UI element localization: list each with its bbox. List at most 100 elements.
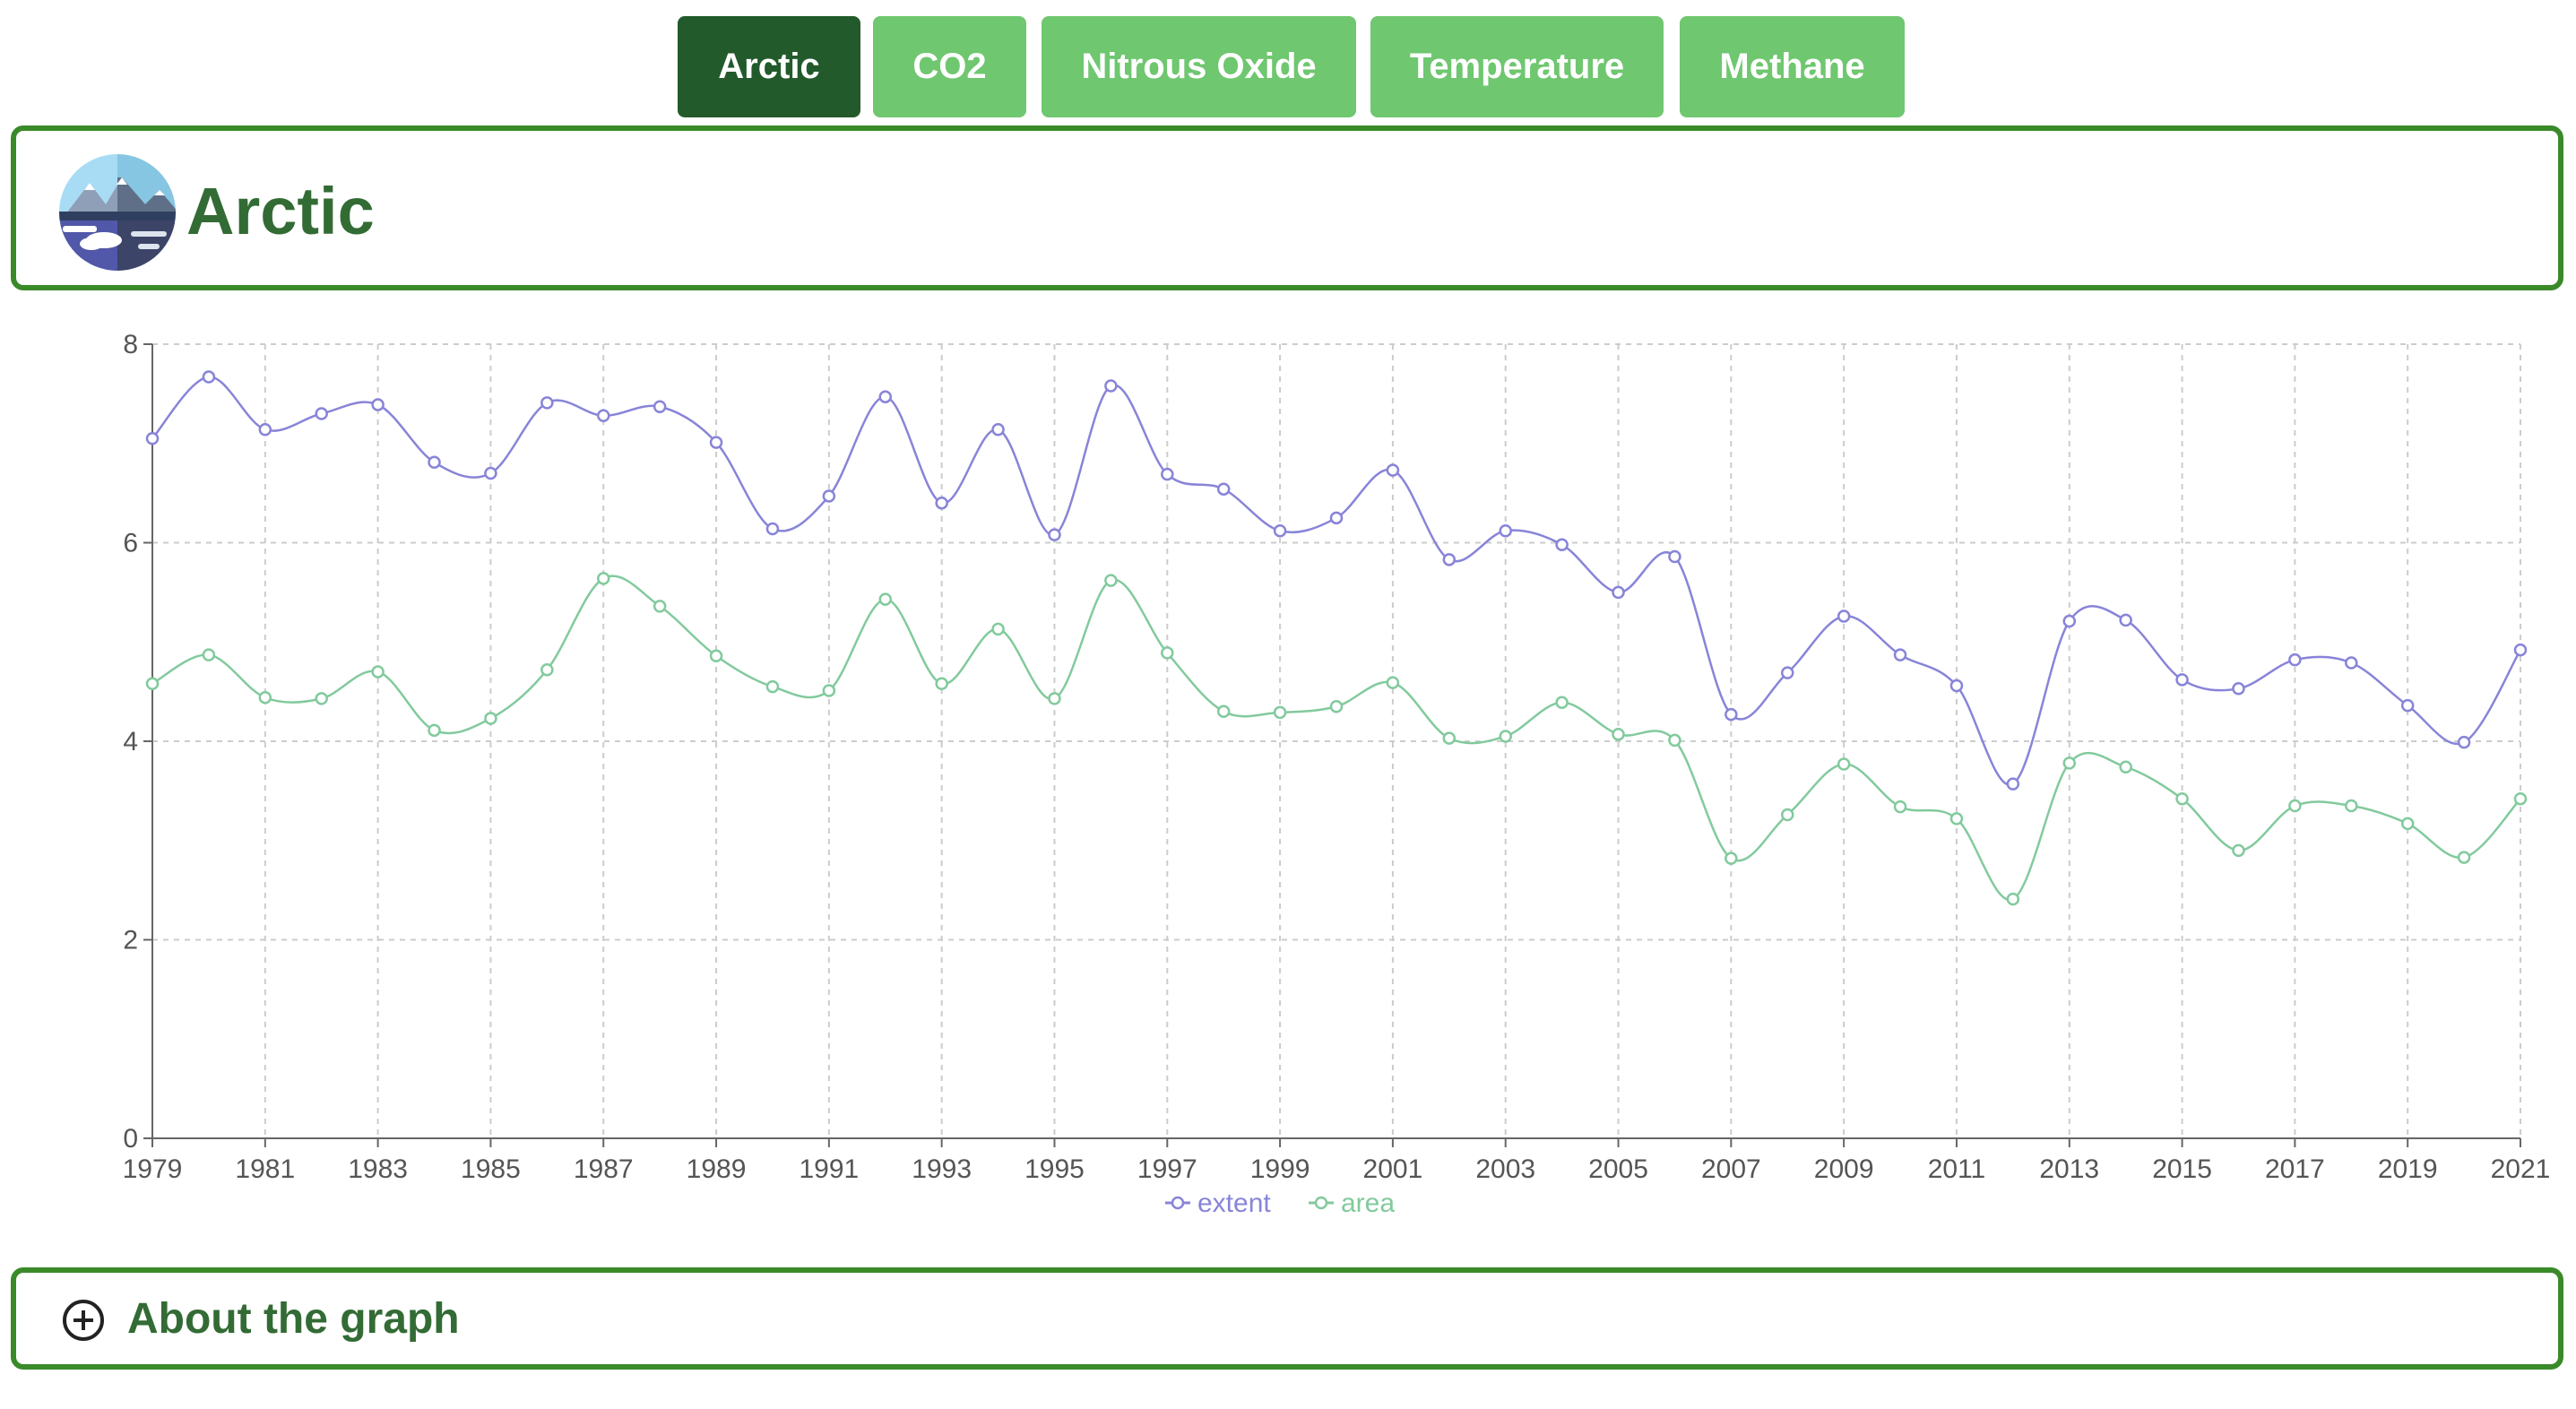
tab-temperature[interactable]: Temperature (1370, 16, 1664, 117)
data-point-extent[interactable] (1499, 523, 1512, 538)
x-tick-label: 1991 (799, 1154, 859, 1184)
data-point-extent[interactable] (1386, 463, 1400, 477)
data-point-extent[interactable] (709, 436, 723, 449)
data-point-extent[interactable] (596, 409, 610, 422)
data-point-extent[interactable] (315, 407, 328, 420)
data-point-extent[interactable] (2232, 682, 2245, 696)
data-point-extent[interactable] (1273, 523, 1287, 538)
data-point-area[interactable] (1161, 646, 1174, 660)
data-point-extent[interactable] (1104, 379, 1118, 393)
data-point-extent[interactable] (1725, 707, 1738, 722)
data-point-area[interactable] (1668, 733, 1681, 748)
data-point-extent[interactable] (428, 455, 441, 470)
data-point-area[interactable] (258, 691, 272, 704)
data-point-extent[interactable] (2400, 698, 2415, 713)
data-point-extent[interactable] (258, 422, 272, 437)
legend-item-area[interactable]: area (1309, 1189, 1395, 1218)
data-point-area[interactable] (202, 648, 216, 661)
data-point-extent[interactable] (1048, 528, 1061, 541)
data-point-area[interactable] (596, 572, 610, 585)
data-point-extent[interactable] (2345, 656, 2358, 670)
tab-co2[interactable]: CO2 (873, 16, 1026, 117)
data-point-area[interactable] (1442, 731, 1457, 745)
data-point-area[interactable] (1386, 676, 1400, 689)
about-the-graph-toggle[interactable]: About the graph (11, 1267, 2563, 1370)
data-point-area[interactable] (2457, 851, 2471, 864)
data-point-extent[interactable] (991, 422, 1005, 437)
data-point-area[interactable] (935, 677, 948, 691)
data-point-area[interactable] (1612, 727, 1625, 741)
data-point-extent[interactable] (540, 396, 554, 410)
data-point-area[interactable] (484, 712, 497, 725)
tab-methane[interactable]: Methane (1680, 16, 1905, 117)
data-point-area[interactable] (2232, 843, 2245, 858)
data-point-area[interactable] (428, 723, 441, 738)
data-point-extent[interactable] (765, 522, 780, 536)
data-point-extent[interactable] (2288, 653, 2302, 667)
data-point-area[interactable] (1499, 730, 1512, 743)
data-point-extent[interactable] (878, 390, 893, 403)
data-point-extent[interactable] (1893, 648, 1907, 661)
tab-arctic[interactable]: Arctic (678, 16, 860, 117)
data-point-area[interactable] (1949, 812, 1964, 826)
data-point-extent[interactable] (484, 466, 497, 480)
data-point-extent[interactable] (145, 431, 160, 445)
data-point-area[interactable] (2062, 756, 2077, 770)
data-point-area[interactable] (822, 684, 836, 697)
data-point-extent[interactable] (2175, 673, 2189, 687)
data-point-extent[interactable] (2457, 735, 2471, 749)
x-tick-label: 1979 (123, 1154, 183, 1184)
data-point-area[interactable] (2345, 799, 2358, 813)
data-point-area[interactable] (2513, 791, 2528, 806)
data-point-area[interactable] (1273, 705, 1287, 720)
data-point-area[interactable] (765, 679, 780, 694)
data-point-area[interactable] (1780, 808, 1794, 822)
data-point-extent[interactable] (822, 489, 836, 503)
data-point-area[interactable] (1104, 574, 1118, 587)
tab-nitrous-oxide[interactable]: Nitrous Oxide (1042, 16, 1356, 117)
data-point-extent[interactable] (371, 398, 385, 411)
data-point-area[interactable] (653, 600, 667, 613)
data-point-extent[interactable] (1837, 609, 1851, 623)
data-point-area[interactable] (145, 677, 160, 691)
data-point-area[interactable] (2006, 892, 2020, 906)
data-point-extent[interactable] (1442, 553, 1457, 566)
data-point-area[interactable] (1837, 757, 1851, 771)
data-point-area[interactable] (1216, 704, 1231, 719)
data-point-area[interactable] (2400, 817, 2415, 831)
data-point-area[interactable] (540, 663, 554, 677)
data-point-extent[interactable] (2006, 777, 2020, 791)
data-point-extent[interactable] (1612, 585, 1625, 600)
data-point-area[interactable] (371, 665, 385, 679)
data-point-area[interactable] (2175, 791, 2189, 806)
data-point-area[interactable] (1555, 696, 1569, 710)
data-point-extent[interactable] (2119, 613, 2132, 627)
x-tick-label: 1997 (1137, 1154, 1197, 1184)
data-point-extent[interactable] (1780, 666, 1794, 679)
legend-marker (1314, 1196, 1328, 1210)
data-point-area[interactable] (315, 692, 328, 705)
data-point-extent[interactable] (1555, 538, 1569, 551)
data-point-extent[interactable] (1668, 549, 1681, 564)
data-point-area[interactable] (1329, 699, 1344, 713)
data-point-extent[interactable] (1949, 679, 1964, 693)
data-point-area[interactable] (1893, 800, 1907, 814)
data-point-area[interactable] (2288, 799, 2302, 813)
data-point-area[interactable] (991, 622, 1005, 636)
legend-item-extent[interactable]: extent (1165, 1189, 1271, 1218)
data-point-extent[interactable] (935, 496, 948, 510)
data-point-area[interactable] (1048, 692, 1061, 705)
data-point-area[interactable] (709, 649, 723, 663)
data-point-area[interactable] (878, 592, 893, 606)
data-point-extent[interactable] (2513, 643, 2528, 657)
data-point-extent[interactable] (1329, 511, 1344, 525)
data-point-area[interactable] (2119, 760, 2132, 774)
data-point-extent[interactable] (653, 400, 667, 414)
data-point-extent[interactable] (1161, 467, 1174, 481)
line-chart: 0 2 4 6 8 1979 1981 1983 1985 1987 1989 1991 1993 199… (123, 330, 2551, 1218)
grid (152, 343, 2521, 1138)
data-point-extent[interactable] (2062, 614, 2077, 628)
data-point-extent[interactable] (202, 370, 216, 384)
data-point-area[interactable] (1725, 851, 1738, 865)
data-point-extent[interactable] (1216, 482, 1231, 496)
